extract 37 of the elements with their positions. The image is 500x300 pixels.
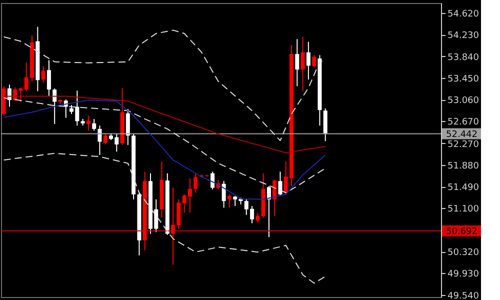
ref-line-label: 52.442 (446, 130, 478, 140)
y-tick-label: 53.840 (448, 52, 480, 63)
candlestick (278, 171, 282, 197)
candlestick (52, 88, 57, 124)
y-tick-label: 53.060 (448, 96, 480, 106)
line-series (3, 152, 326, 284)
y-tick-label: 53.450 (448, 74, 480, 84)
candlestick (126, 108, 130, 146)
candlestick (98, 125, 102, 156)
candlestick (46, 60, 51, 97)
candlestick (312, 54, 316, 68)
candlestick (210, 171, 215, 190)
y-tick-label: 49.540 (448, 291, 480, 300)
y-tick-label: 50.320 (448, 248, 480, 258)
candlestick (227, 194, 232, 208)
candlestick (92, 118, 96, 132)
candlestick (222, 180, 226, 208)
candlestick (272, 179, 277, 217)
y-tick-label: 51.880 (448, 161, 480, 172)
candlestick (194, 172, 198, 194)
ref-line-label: 50.692 (446, 226, 478, 237)
y-tick-label: 51.100 (448, 204, 480, 215)
y-tick-label: 54.620 (448, 9, 480, 20)
y-tick-label: 52.270 (448, 140, 480, 150)
candlestick (323, 108, 328, 142)
candlestick (256, 212, 260, 223)
candlestick (295, 38, 300, 87)
candlestick (266, 186, 271, 238)
y-tick-label: 49.930 (448, 270, 480, 280)
candlestick (300, 36, 305, 92)
y-tick-label: 52.670 (448, 118, 480, 128)
y-tick-label: 54.230 (448, 31, 480, 42)
candlestick (103, 133, 108, 145)
y-tick-label: 51.490 (448, 183, 480, 194)
candlestick (41, 66, 46, 84)
candlestick (306, 41, 310, 80)
candlestick (86, 115, 90, 132)
